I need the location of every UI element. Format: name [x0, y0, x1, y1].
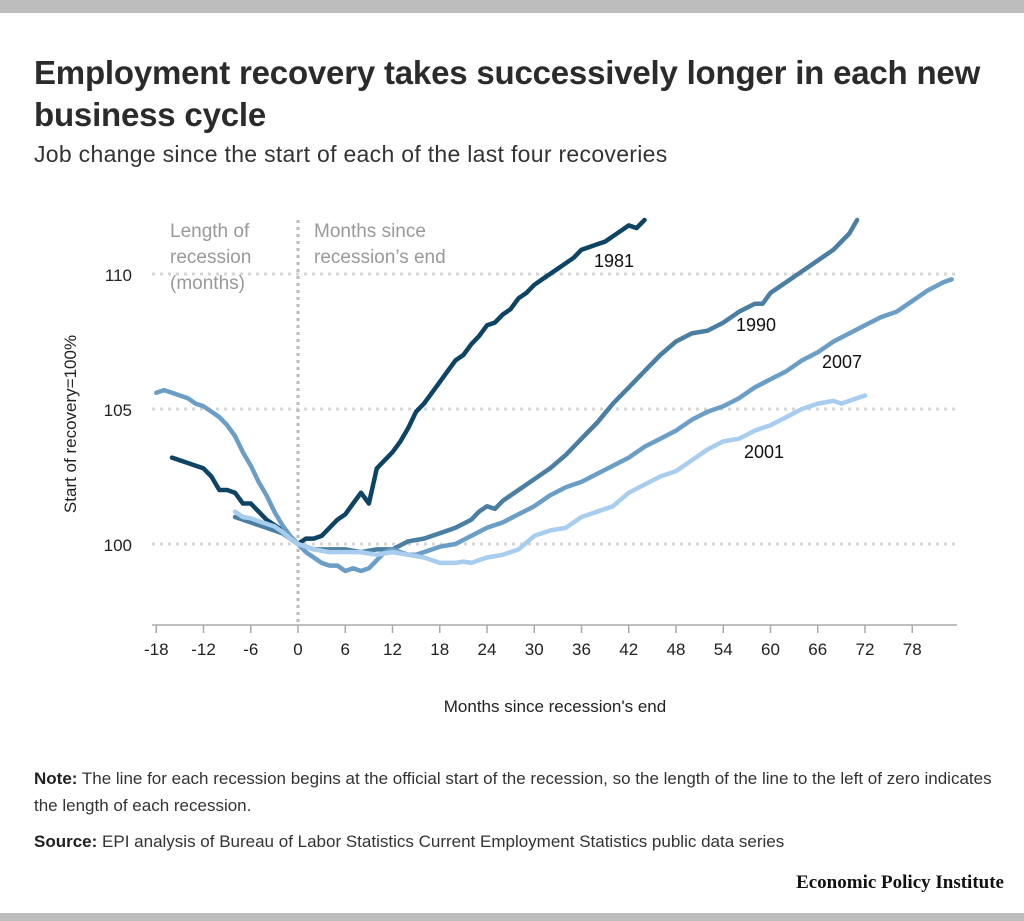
gridlines: 100 105 110 [104, 220, 957, 625]
note-text: The line for each recession begins at th… [34, 769, 992, 815]
x-tick-label: 12 [383, 640, 402, 659]
x-tick-label: 18 [430, 640, 449, 659]
series-label-1981: 1981 [594, 251, 634, 271]
series-line-1981 [169, 217, 647, 547]
x-tick-label: 66 [808, 640, 827, 659]
series-label-1990: 1990 [736, 315, 776, 335]
annotation-recession-length: Length of [170, 221, 250, 242]
x-tick-label: 24 [478, 640, 497, 659]
series-line-2001 [232, 393, 868, 566]
x-tick-label: -6 [243, 640, 258, 659]
bottom-border-bar [0, 913, 1024, 921]
y-axis-label: Start of recovery=100% [61, 335, 80, 513]
series-label-2001: 2001 [744, 442, 784, 462]
y-tick-label: 100 [104, 536, 132, 555]
annotations: Length of recession (months) Months since re… [170, 221, 446, 294]
x-tick-label: 6 [341, 640, 350, 659]
x-tick-label: 36 [572, 640, 591, 659]
series-line-2007 [154, 277, 954, 574]
annotation-months-since: Months since [314, 221, 426, 242]
x-tick-label: 72 [856, 640, 875, 659]
x-tick-label: 42 [619, 640, 638, 659]
series-labels: 1981 1990 2007 2001 [594, 251, 862, 462]
x-tick-label: 78 [903, 640, 922, 659]
x-tick-label: 54 [714, 640, 733, 659]
note-label: Note: [34, 769, 78, 788]
y-tick-label: 110 [105, 266, 132, 285]
x-tick-label: 48 [667, 640, 686, 659]
epi-logo: Economic Policy Institute [796, 872, 1004, 893]
chart-title: Employment recovery takes successively l… [34, 54, 981, 133]
source-label: Source: [34, 832, 98, 851]
x-tick-label: -12 [191, 640, 216, 659]
annotation-recession-length: (months) [170, 273, 245, 294]
chart-note: Note: The line for each recession begins… [34, 765, 994, 819]
series-line-1990 [232, 217, 860, 555]
series-lines [154, 217, 954, 574]
top-border-bar [0, 0, 1024, 13]
annotation-recession-length: recession [170, 247, 251, 268]
x-tick-label: 60 [761, 640, 780, 659]
x-tick-label: 30 [525, 640, 544, 659]
series-label-2007: 2007 [822, 352, 862, 372]
annotation-months-since: recession’s end [314, 247, 446, 268]
x-axis: -18 -12 -6 0 6 12 18 24 30 36 42 48 54 60 66 72 78 Months… [61, 335, 957, 716]
x-tick-label: -18 [144, 640, 169, 659]
y-tick-label: 105 [104, 401, 132, 420]
chart-subtitle: Job change since the start of each of th… [34, 141, 668, 167]
chart-source: Source: EPI analysis of Bureau of Labor … [34, 828, 994, 855]
x-tick-label: 0 [293, 640, 302, 659]
x-axis-label: Months since recession's end [444, 697, 666, 716]
source-text: EPI analysis of Bureau of Labor Statisti… [102, 832, 785, 851]
